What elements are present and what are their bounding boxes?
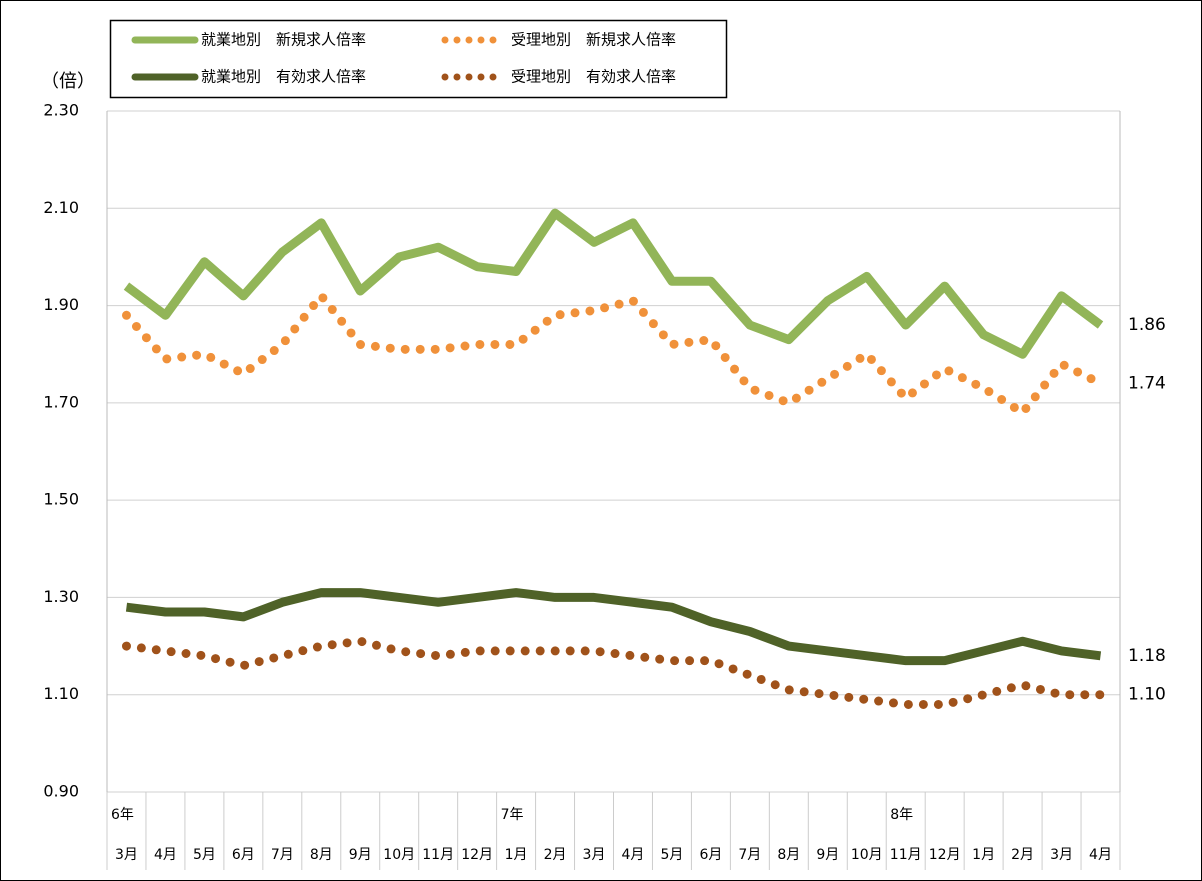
x-tick-label: 2月 [1011, 847, 1034, 863]
x-tick-label: 12月 [461, 847, 493, 863]
x-tick-label: 5月 [193, 847, 216, 863]
y-tick-label: 1.70 [43, 392, 79, 411]
year-label: 6年 [111, 807, 134, 823]
y-axis-label: （倍） [41, 71, 95, 92]
x-tick-label: 3月 [115, 847, 138, 863]
series-line [121, 636, 1106, 709]
x-tick-label: 12月 [929, 847, 961, 863]
x-tick-label: 4月 [154, 847, 177, 863]
x-tick-label: 1月 [972, 847, 995, 863]
x-tick-label: 4月 [622, 847, 645, 863]
x-tick-label: 9月 [349, 847, 372, 863]
y-tick-label: 0.90 [43, 782, 79, 801]
x-tick-label: 11月 [890, 847, 922, 863]
x-tick-label: 6月 [232, 847, 255, 863]
data-label: 1.74 [1128, 373, 1166, 393]
x-tick-label: 1月 [505, 847, 528, 863]
legend-label: 就業地別 有効求人倍率 [201, 68, 366, 86]
y-tick-label: 1.30 [43, 587, 79, 606]
x-tick-label: 11月 [422, 847, 454, 863]
x-tick-label: 10月 [851, 847, 883, 863]
data-label: 1.18 [1128, 646, 1166, 666]
series-line [125, 588, 1102, 666]
legend-box [109, 19, 728, 99]
x-tick-label: 4月 [1089, 847, 1112, 863]
legend-label: 就業地別 新規求人倍率 [201, 31, 366, 49]
y-tick-label: 2.30 [43, 101, 79, 120]
year-label: 8年 [890, 807, 913, 823]
series-line [121, 291, 1106, 418]
data-label: 1.86 [1128, 315, 1166, 335]
x-tick-label: 5月 [660, 847, 683, 863]
x-tick-label: 8月 [310, 847, 333, 863]
y-tick-label: 1.10 [43, 684, 79, 703]
x-tick-label: 3月 [1050, 847, 1073, 863]
x-tick-label: 10月 [383, 847, 415, 863]
x-tick-label: 2月 [544, 847, 567, 863]
y-tick-label: 2.10 [43, 198, 79, 217]
x-tick-label: 8月 [777, 847, 800, 863]
y-tick-label: 1.50 [43, 490, 79, 509]
x-tick-label: 7月 [738, 847, 761, 863]
y-tick-label: 1.90 [43, 295, 79, 314]
x-tick-label: 9月 [816, 847, 839, 863]
year-label: 7年 [501, 807, 524, 823]
x-tick-label: 7月 [271, 847, 294, 863]
legend-label: 受理地別 有効求人倍率 [511, 68, 676, 86]
x-tick-label: 3月 [583, 847, 606, 863]
legend-label: 受理地別 新規求人倍率 [511, 31, 676, 49]
series-line [123, 208, 1104, 359]
x-tick-label: 6月 [699, 847, 722, 863]
data-label: 1.10 [1128, 685, 1166, 705]
